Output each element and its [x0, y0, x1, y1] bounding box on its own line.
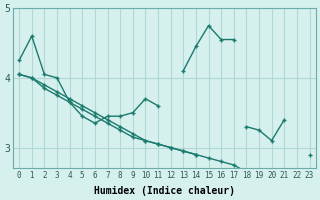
- X-axis label: Humidex (Indice chaleur): Humidex (Indice chaleur): [94, 186, 235, 196]
